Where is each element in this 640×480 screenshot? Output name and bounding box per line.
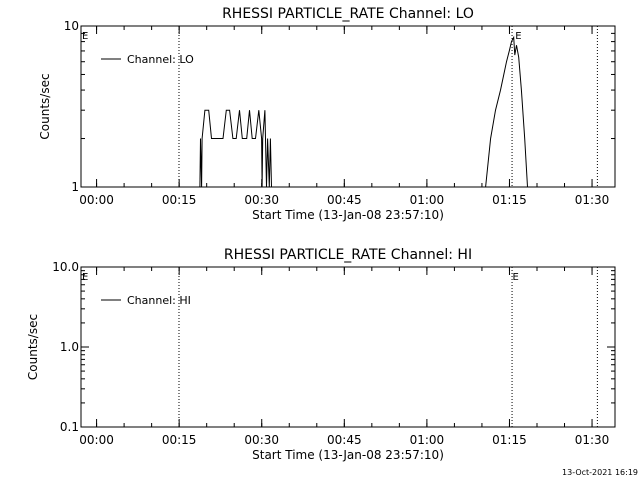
y-tick-label: 10 bbox=[64, 19, 79, 33]
y-tick-label: 1 bbox=[71, 180, 79, 194]
y-tick-label: 0.1 bbox=[60, 420, 79, 434]
event-marker-e: E bbox=[82, 272, 88, 283]
event-marker-e: E bbox=[513, 272, 519, 283]
legend-label: Channel: LO bbox=[127, 53, 194, 66]
event-marker-e: E bbox=[515, 31, 521, 42]
x-tick-label: 00:45 bbox=[327, 433, 362, 447]
plot-frame bbox=[80, 266, 616, 428]
x-tick-label: 00:30 bbox=[244, 193, 279, 207]
x-tick-label: 01:30 bbox=[575, 193, 610, 207]
y-axis-label: Counts/sec bbox=[26, 314, 40, 380]
chart-title: RHESSI PARTICLE_RATE Channel: LO bbox=[222, 6, 474, 22]
legend-label: Channel: HI bbox=[127, 294, 191, 307]
y-tick-label: 1.0 bbox=[60, 340, 79, 354]
x-tick-label: 00:15 bbox=[162, 193, 197, 207]
x-tick-label: 00:00 bbox=[79, 193, 114, 207]
series-line bbox=[199, 35, 528, 188]
x-tick-label: 01:15 bbox=[492, 433, 527, 447]
plot-frame bbox=[80, 25, 616, 188]
event-marker-e: E bbox=[82, 31, 88, 42]
x-tick-label: 00:15 bbox=[162, 433, 197, 447]
y-tick-label: 10.0 bbox=[52, 260, 79, 274]
x-tick-label: 00:45 bbox=[327, 193, 362, 207]
chart-title: RHESSI PARTICLE_RATE Channel: HI bbox=[224, 247, 472, 263]
x-axis-label: Start Time (13-Jan-08 23:57:10) bbox=[252, 208, 444, 222]
panel-lo: RHESSI PARTICLE_RATE Channel: LO 00:00 00:… bbox=[38, 6, 616, 222]
panel-hi: RHESSI PARTICLE_RATE Channel: HI 00:00 00:… bbox=[26, 247, 616, 462]
footer-timestamp: 13-Oct-2021 16:19 bbox=[562, 468, 638, 477]
x-tick-label: 01:00 bbox=[410, 433, 445, 447]
x-tick-label: 01:30 bbox=[575, 433, 610, 447]
y-axis-label: Counts/sec bbox=[38, 73, 52, 139]
x-axis-label: Start Time (13-Jan-08 23:57:10) bbox=[252, 448, 444, 462]
x-tick-label: 01:15 bbox=[492, 193, 527, 207]
x-tick-label: 01:00 bbox=[410, 193, 445, 207]
x-tick-label: 00:30 bbox=[244, 433, 279, 447]
x-tick-label: 00:00 bbox=[79, 433, 114, 447]
